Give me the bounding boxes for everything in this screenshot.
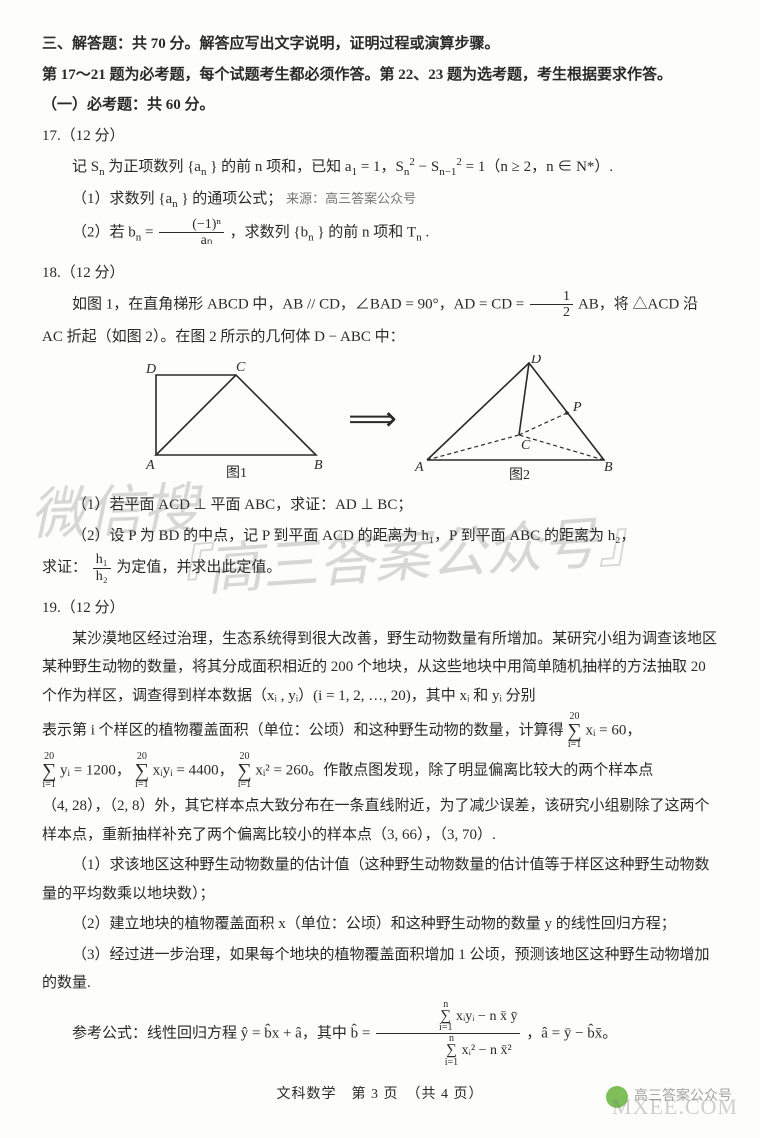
t: 记 S [72,159,99,175]
t: 为定值，并求出此定值。 [116,560,281,576]
q18-intro-1: 如图 1，在直角梯形 ABCD 中，AB // CD，∠BAD = 90°，AD… [42,289,718,321]
q18-intro-2: AC 折起（如图 2）。在图 2 所示的几何体 D − ABC 中： [42,323,718,352]
t: 表示第 i 个样区的植物覆盖面积（单位：公顷）和这种野生动物的数量，计算得 [42,723,567,739]
q18-part2b: 求证： h₁ h₂ 为定值，并求出此定值。 [42,552,718,584]
t: xᵢ² = 260。作散点图发现，除了明显偏离比较大的两个样本点 [255,763,653,779]
svg-text:图1: 图1 [226,466,247,481]
q17-intro: 记 Sn 为正项数列 {an } 的前 n 项和，已知 a1 = 1，Sn2 −… [42,152,718,183]
t: （2）若 b [72,224,136,240]
t: } 的通项公式； [181,191,282,207]
t: xᵢ = 60， [585,723,641,739]
svg-text:B: B [314,458,323,473]
t: = 1，S [361,159,404,175]
section-heading-l3: （一）必考题：共 60 分。 [42,91,718,120]
fraction: h₁ h₂ [93,552,111,584]
section-heading-l1: 三、解答题：共 70 分。解答应写出文字说明，证明过程或演算步骤。 [42,30,718,59]
section-heading-l2: 第 17～21 题为必考题，每个试题考生都必须作答。第 22、23 题为选考题，… [42,61,718,90]
t: ，â = ȳ − b̂x̄。 [526,1025,617,1041]
numerator: n∑i=1 ∑ xᵢyᵢ − n x̄ ȳ xᵢyᵢ − n x̄ ȳ [376,1000,520,1035]
svg-text:P: P [572,400,582,415]
svg-text:C: C [236,360,246,375]
q17-part2: （2）若 bn = (−1)ⁿ aₙ ，求数列 {bn } 的前 n 项和 Tn… [42,217,718,249]
sigma: 20∑i=1 [135,752,149,790]
denominator: aₙ [159,233,224,248]
figure-row: A B C D 图1 ⟹ A B C D P 图2 [42,355,718,485]
figure-1: A B C D 图1 [136,355,336,485]
q17-number: 17.（12 分） [42,122,718,151]
numerator: 1 [530,289,573,305]
q19-para2a: 20∑i=1 yᵢ = 1200， 20∑i=1 xᵢyᵢ = 4400， 20… [42,752,718,790]
t: （1）求数列 {a [72,191,172,207]
t: . [425,224,429,240]
t: = [145,224,157,240]
fraction: (−1)ⁿ aₙ [159,217,224,249]
svg-text:D: D [530,355,541,367]
t: 如图 1，在直角梯形 ABCD 中，AB // CD，∠BAD = 90°，AD… [72,296,528,312]
figure-2: A B C D P 图2 [409,355,624,485]
q19-para1: 某沙漠地区经过治理，生态系统得到很大改善，野生动物数量有所增加。某研究小组为调查… [42,625,718,711]
q17-part1: （1）求数列 {an } 的通项公式； 来源：高三答案公众号 [42,185,718,215]
t: AB，将 △ACD 沿 [578,296,698,312]
q19-para2b: （4, 28），（2, 8）外，其它样本点大致分布在一条直线附近，为了减少误差，… [42,792,718,849]
t: ，求数列 {b [230,224,308,240]
q19-part1: （1）求该地区这种野生动物数量的估计值（这种野生动物数量的估计值等于样区这种野生… [42,851,718,908]
sum-bot: i=1 [567,740,581,750]
t: xᵢyᵢ = 4400， [153,763,234,779]
numerator: h₁ [93,552,111,568]
q19-part3: （3）经过进一步治理，如果每个地块的植物覆盖面积增加 1 公顷，预测该地区这种野… [42,941,718,998]
fraction: 1 2 [530,289,573,321]
t: 参考公式：线性回归方程 ŷ = b̂x + â，其中 b̂ = [72,1025,374,1041]
sigma: 20 ∑ i=1 [567,712,581,750]
svg-text:B: B [604,460,613,475]
q18-number: 18.（12 分） [42,259,718,288]
q18-part1: （1）若平面 ACD ⊥ 平面 ABC，求证：AD ⊥ BC； [42,491,718,520]
svg-text:A: A [414,460,424,475]
t: } 的前 n 项和，已知 a [210,159,351,175]
sigma: 20∑i=1 [237,752,251,790]
t: 求证： [42,560,87,576]
denominator: 2 [530,305,573,320]
t: yᵢ = 1200， [60,763,131,779]
svg-text:C: C [521,438,531,453]
denominator: n∑i=1 xᵢ² − n x̄² [376,1034,520,1068]
source-note: 来源：高三答案公众号 [286,191,416,206]
arrow-icon: ⟹ [348,388,397,453]
page-footer: 文科数学 第 3 页 （共 4 页） [42,1082,718,1109]
numerator: (−1)ⁿ [159,217,224,233]
t: − S [419,159,440,175]
q19-part2: （2）建立地块的植物覆盖面积 x（单位：公顷）和这种野生动物的数量 y 的线性回… [42,910,718,939]
t: 为正项数列 {a [108,159,201,175]
fraction: n∑i=1 ∑ xᵢyᵢ − n x̄ ȳ xᵢyᵢ − n x̄ ȳ n∑i=… [376,1000,520,1068]
denominator: h₂ [93,569,111,584]
svg-text:D: D [145,362,156,377]
svg-text:图2: 图2 [509,468,530,483]
q19-number: 19.（12 分） [42,594,718,623]
svg-text:A: A [145,458,155,473]
t: = 1（n ≥ 2，n ∈ N*）. [466,159,614,175]
sigma: 20∑i=1 [42,752,56,790]
t: } 的前 n 项和 T [317,224,416,240]
q18-part2a: （2）设 P 为 BD 的中点，记 P 到平面 ACD 的距离为 h₁，P 到平… [42,522,718,551]
q19-para1b: 表示第 i 个样区的植物覆盖面积（单位：公顷）和这种野生动物的数量，计算得 20… [42,712,718,750]
q19-reference: 参考公式：线性回归方程 ŷ = b̂x + â，其中 b̂ = n∑i=1 ∑ … [42,1000,718,1068]
